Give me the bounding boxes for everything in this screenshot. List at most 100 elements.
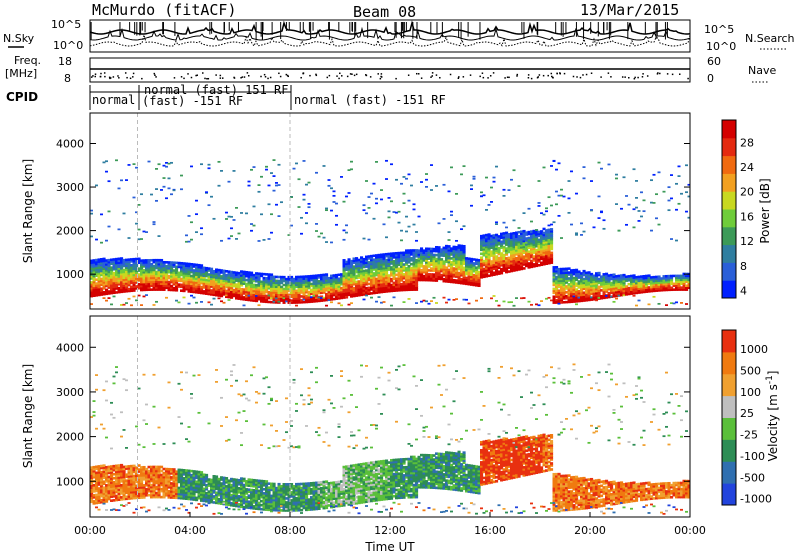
echo-cell	[262, 286, 266, 290]
echo-cell	[267, 273, 271, 276]
echo-cell	[107, 477, 111, 481]
echo-cell	[305, 283, 309, 286]
echo-cell	[550, 230, 554, 233]
echo-cell	[482, 261, 486, 265]
echo-cell	[155, 188, 158, 190]
echo-cell	[560, 297, 564, 300]
echo-cell	[360, 272, 364, 275]
echo-cell	[175, 271, 179, 274]
echo-cell	[242, 274, 246, 278]
echo-cell	[245, 270, 249, 274]
echo-cell	[557, 291, 561, 294]
echo-cell	[395, 279, 399, 282]
echo-cell	[560, 267, 564, 271]
echo-cell	[570, 284, 574, 288]
nave-point	[129, 77, 132, 80]
echo-cell	[312, 298, 316, 301]
echo-cell	[270, 300, 274, 304]
echo-cell	[345, 280, 349, 283]
echo-cell	[105, 488, 109, 491]
echo-cell	[225, 285, 229, 289]
echo-cell	[327, 184, 331, 187]
echo-cell	[652, 287, 656, 291]
echo-cell	[137, 488, 141, 491]
echo-cell	[382, 263, 386, 266]
echo-cell	[115, 291, 119, 294]
echo-cell	[410, 268, 414, 272]
echo-cell	[395, 251, 399, 255]
echo-cell	[560, 275, 564, 279]
echo-cell	[342, 296, 346, 299]
echo-cell	[105, 476, 109, 479]
echo-cell	[585, 293, 589, 296]
echo-cell	[597, 281, 601, 285]
echo-cell	[615, 284, 619, 288]
colorbar-tick-label: 12	[740, 235, 754, 248]
echo-cell	[635, 289, 639, 293]
echo-cell	[510, 259, 514, 263]
echo-cell	[375, 279, 379, 283]
echo-cell	[365, 279, 369, 282]
echo-cell	[110, 260, 114, 264]
echo-cell	[342, 286, 346, 290]
nave-point	[487, 77, 489, 79]
colorbar-swatch	[722, 244, 736, 263]
echo-cell	[280, 291, 284, 295]
echo-cell	[310, 290, 314, 294]
echo-cell	[130, 488, 134, 492]
echo-cell	[662, 282, 666, 286]
echo-cell	[180, 482, 184, 486]
echo-cell	[120, 282, 124, 286]
echo-cell	[417, 257, 421, 260]
echo-cell	[362, 265, 366, 269]
echo-cell	[380, 255, 384, 259]
echo-cell	[592, 278, 596, 281]
echo-cell	[187, 278, 191, 281]
echo-cell	[465, 259, 469, 262]
echo-cell	[600, 296, 604, 300]
echo-cell	[357, 291, 361, 295]
echo-cell	[262, 290, 266, 294]
echo-cell	[570, 296, 574, 300]
echo-cell	[407, 225, 411, 228]
echo-cell	[347, 279, 351, 283]
echo-cell	[570, 170, 573, 173]
echo-cell	[330, 290, 334, 293]
echo-cell	[465, 257, 469, 260]
echo-cell	[142, 476, 146, 479]
echo-cell	[457, 259, 461, 263]
echo-cell	[382, 274, 386, 278]
echo-cell	[235, 206, 238, 209]
echo-cell	[360, 275, 364, 279]
echo-cell	[512, 304, 516, 307]
echo-cell	[307, 286, 311, 290]
echo-cell	[277, 275, 281, 279]
echo-cell	[515, 241, 519, 244]
echo-cell	[405, 230, 408, 233]
echo-cell	[395, 257, 399, 261]
echo-cell	[440, 269, 444, 273]
echo-cell	[650, 281, 654, 285]
echo-cell	[247, 290, 251, 294]
echo-cell	[357, 280, 361, 283]
echo-cell	[460, 270, 464, 273]
echo-cell	[222, 271, 226, 275]
echo-cell	[675, 301, 678, 304]
nave-point	[559, 72, 561, 74]
echo-cell	[517, 256, 521, 259]
nave-point	[196, 74, 198, 76]
echo-cell	[407, 278, 411, 282]
echo-cell	[532, 239, 536, 243]
echo-cell	[180, 261, 184, 265]
echo-cell	[140, 488, 144, 491]
echo-cell	[175, 273, 179, 276]
echo-cell	[262, 288, 266, 292]
echo-cell	[567, 292, 571, 296]
echo-cell	[570, 298, 574, 302]
echo-cell	[382, 266, 386, 270]
echo-cell	[435, 277, 439, 280]
echo-cell	[392, 263, 396, 267]
echo-cell	[630, 284, 634, 288]
echo-cell	[295, 275, 299, 279]
echo-cell	[512, 237, 516, 241]
